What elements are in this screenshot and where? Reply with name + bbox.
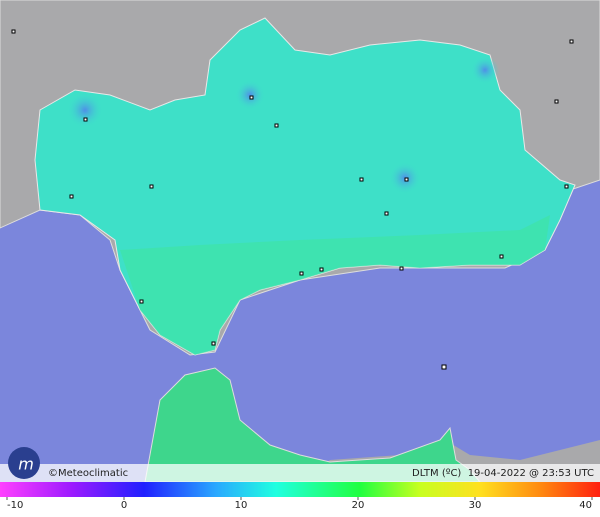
station <box>499 254 504 259</box>
caption: DLTM (ºC) 19-04-2022 @ 23:53 UTC <box>412 468 594 479</box>
credit: ©Meteoclimatic <box>48 468 128 479</box>
station <box>384 211 389 216</box>
warm-coast <box>120 215 550 355</box>
scale-tick-label: 10 <box>235 500 248 511</box>
scale-tick-label: 20 <box>352 500 365 511</box>
station <box>564 184 569 189</box>
color-scale[interactable] <box>0 482 600 497</box>
scale-tick-label: 0 <box>121 500 127 511</box>
cold-spot <box>471 56 499 84</box>
station <box>69 194 74 199</box>
station <box>274 123 279 128</box>
cold-spot <box>67 92 103 128</box>
station <box>569 39 574 44</box>
station <box>359 177 364 182</box>
scale-tick-label: -10 <box>7 500 23 511</box>
station <box>211 341 216 346</box>
station <box>11 29 16 34</box>
station <box>299 271 304 276</box>
station <box>149 184 154 189</box>
station <box>441 364 447 370</box>
logo-mark: m <box>18 455 34 474</box>
scale-tick-label: 30 <box>469 500 482 511</box>
station <box>83 117 88 122</box>
cold-spot <box>235 80 265 110</box>
scale-ticks: -10 0 10 20 30 40 <box>6 497 593 511</box>
station <box>399 266 404 271</box>
station <box>249 95 254 100</box>
station <box>139 299 144 304</box>
stations <box>11 29 574 370</box>
caption-strip <box>0 464 600 482</box>
station <box>319 267 324 272</box>
logo <box>8 447 40 479</box>
station <box>554 99 559 104</box>
scale-tick-label: 40 <box>579 500 592 511</box>
station <box>404 177 409 182</box>
